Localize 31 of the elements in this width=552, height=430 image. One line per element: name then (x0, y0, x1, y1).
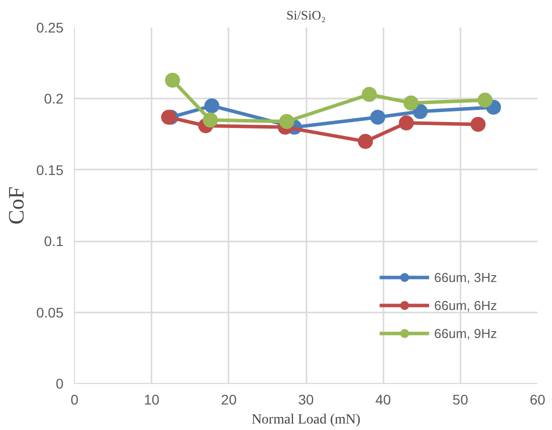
x-tick-label: 50 (452, 392, 468, 408)
point (358, 134, 373, 149)
y-tick-label: 0.15 (36, 162, 64, 178)
point (362, 86, 377, 102)
x-tick-label: 40 (375, 392, 392, 408)
point (403, 95, 418, 110)
x-axis-title: Normal Load (mN) (252, 412, 361, 428)
point (412, 104, 428, 119)
x-tick-label: 0 (70, 392, 79, 408)
x-tick-label: 60 (530, 392, 546, 408)
point (202, 112, 218, 128)
y-tick-label: 0.2 (44, 90, 64, 107)
point (165, 72, 180, 88)
point (204, 98, 220, 114)
legend-label: 66um, 6Hz (434, 298, 497, 312)
y-tick-label: 0.25 (36, 20, 64, 36)
x-tick-label: 30 (298, 392, 314, 408)
legend-label: 66um, 3Hz (434, 270, 497, 284)
point (478, 92, 493, 108)
x-tick-label: 20 (221, 392, 237, 408)
x-tick-label: 10 (144, 392, 160, 408)
y-tick-label: 0.1 (44, 233, 64, 250)
chart-title: Si/SiO₂ (286, 8, 326, 22)
y-tick-label: 0.05 (36, 304, 64, 320)
y-tick-label: 0 (56, 376, 64, 392)
point (279, 114, 294, 129)
point (398, 115, 414, 130)
legend-label: 66um, 9Hz (434, 326, 497, 340)
y-axis-title: CoF (3, 186, 28, 224)
point (470, 116, 486, 132)
point (370, 110, 386, 125)
